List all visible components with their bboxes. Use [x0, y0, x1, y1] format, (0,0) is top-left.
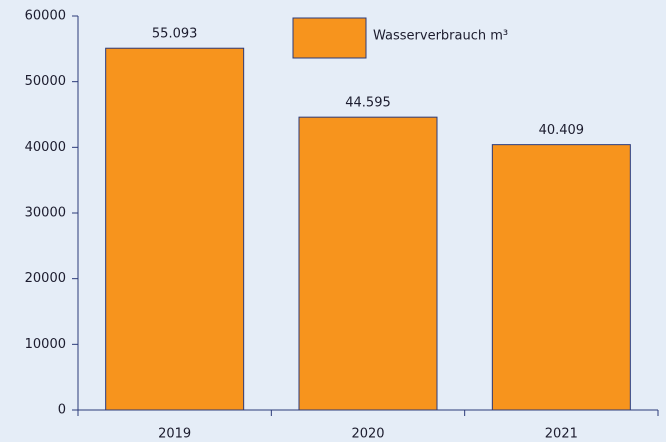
bar: [105, 47, 245, 411]
y-tick-label: 0: [58, 403, 66, 418]
legend-label: Wasserverbrauch m³: [373, 29, 508, 44]
y-tick-label: 60000: [25, 9, 66, 24]
x-tick-label: 2021: [545, 427, 578, 442]
bar: [491, 144, 631, 411]
value-label: 40.409: [539, 123, 585, 138]
y-tick-label: 40000: [25, 140, 66, 155]
x-tick-label: 2019: [158, 427, 191, 442]
y-tick-label: 30000: [25, 206, 66, 221]
bar: [298, 116, 438, 411]
legend-swatch: [292, 17, 367, 59]
y-tick-label: 20000: [25, 271, 66, 286]
value-label: 55.093: [152, 27, 198, 42]
x-tick-label: 2020: [351, 427, 384, 442]
value-label: 44.595: [345, 96, 391, 111]
y-tick-label: 10000: [25, 337, 66, 352]
y-tick-label: 50000: [25, 74, 66, 89]
